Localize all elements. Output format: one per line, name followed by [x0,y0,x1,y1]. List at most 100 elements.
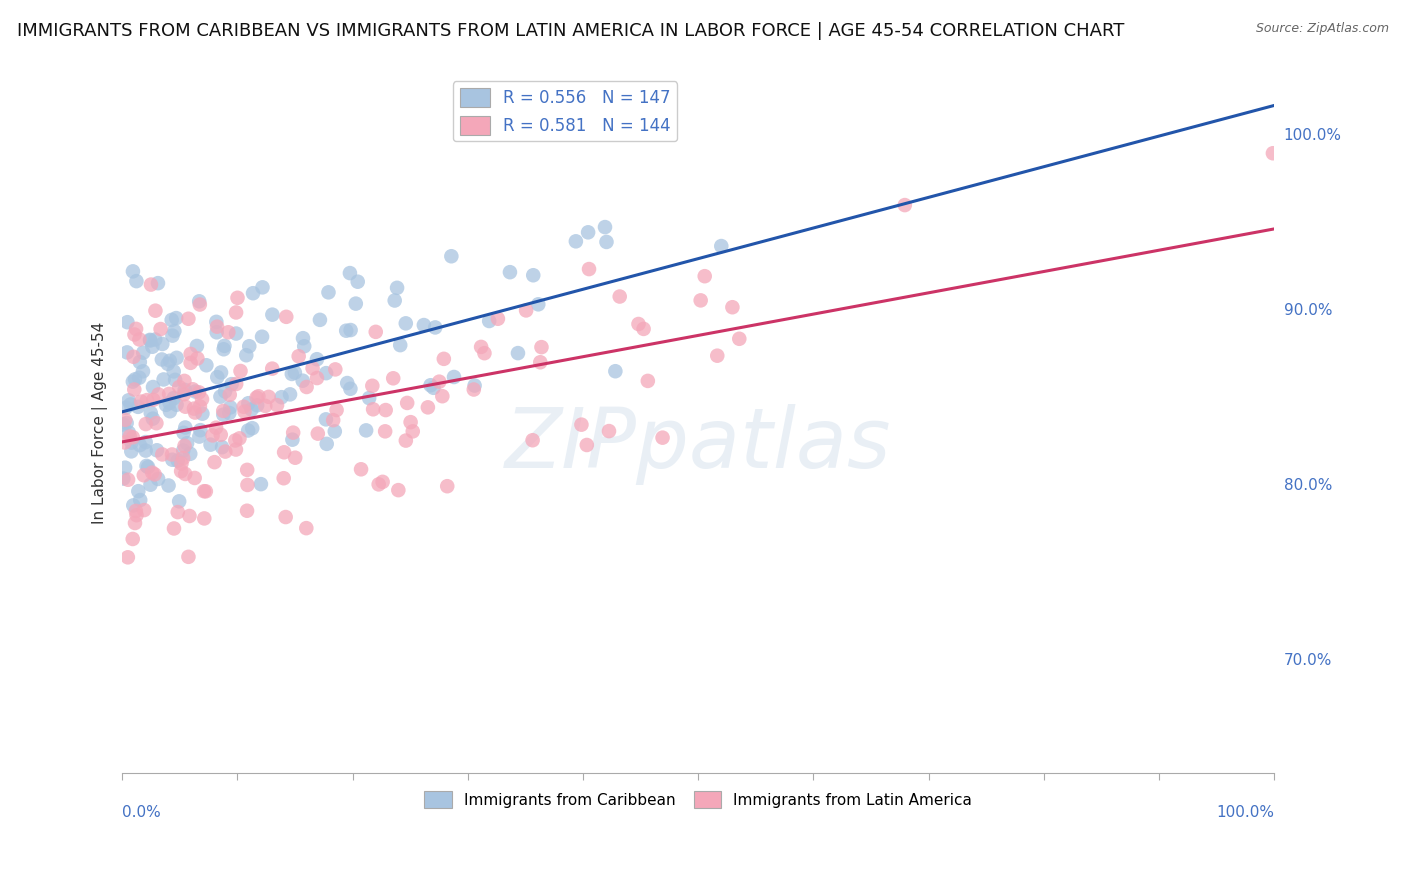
Point [128,355,150,369]
Point [135,458,157,473]
Point [412,318,434,332]
Point [384,293,406,308]
Point [141,340,163,354]
Point [162,328,184,343]
Point [425,320,447,334]
Point [706,349,728,363]
Point [209,366,232,380]
Point [228,431,250,445]
Point [184,405,207,419]
Point [170,464,193,478]
Point [419,378,441,392]
Point [593,220,616,235]
Point [710,239,733,253]
Point [214,444,236,458]
Point [209,390,232,404]
Point [193,511,215,525]
Point [281,433,304,447]
Point [226,291,249,305]
Point [283,425,305,440]
Point [416,401,439,415]
Point [240,402,263,417]
Point [122,264,145,278]
Point [132,468,155,483]
Point [576,225,599,239]
Point [194,484,217,499]
Point [180,356,202,370]
Point [257,390,280,404]
Point [693,269,716,284]
Point [235,348,257,362]
Point [173,383,195,397]
Point [565,235,588,249]
Point [173,387,195,401]
Point [179,508,201,523]
Point [162,452,184,467]
Point [146,472,169,486]
Point [184,384,207,399]
Point [295,521,318,535]
Point [427,375,450,389]
Point [142,411,165,425]
Point [218,406,240,420]
Point [894,198,917,212]
Point [212,404,235,418]
Point [309,313,332,327]
Point [173,425,195,440]
Point [245,391,267,405]
Point [486,311,509,326]
Point [262,361,284,376]
Point [315,412,337,426]
Point [173,374,195,388]
Text: Source: ZipAtlas.com: Source: ZipAtlas.com [1256,22,1389,36]
Point [152,372,174,386]
Point [367,477,389,491]
Point [183,401,205,416]
Point [396,396,419,410]
Point [633,322,655,336]
Point [344,296,367,310]
Point [172,443,194,458]
Point [163,324,186,338]
Point [125,322,148,336]
Point [225,376,247,391]
Point [527,297,550,311]
Point [211,440,233,454]
Point [598,424,620,438]
Point [530,340,553,354]
Point [422,381,444,395]
Point [128,370,150,384]
Point [236,478,259,492]
Point [318,285,340,300]
Point [172,451,194,466]
Point [160,313,183,327]
Point [157,478,180,492]
Point [433,351,456,366]
Point [132,345,155,359]
Point [159,404,181,418]
Point [167,494,190,508]
Point [121,532,143,546]
Point [163,364,186,378]
Point [361,378,384,392]
Point [139,334,162,348]
Point [371,475,394,489]
Point [145,303,167,318]
Point [193,484,215,499]
Point [167,380,190,394]
Point [150,337,173,351]
Point [125,504,148,518]
Point [728,332,751,346]
Point [571,417,593,432]
Point [229,364,252,378]
Point [174,400,197,414]
Point [132,364,155,378]
Point [252,280,274,294]
Point [148,387,170,401]
Point [287,349,309,363]
Point [284,366,307,380]
Point [214,384,236,399]
Point [181,382,204,396]
Point [225,442,247,457]
Point [160,447,183,461]
